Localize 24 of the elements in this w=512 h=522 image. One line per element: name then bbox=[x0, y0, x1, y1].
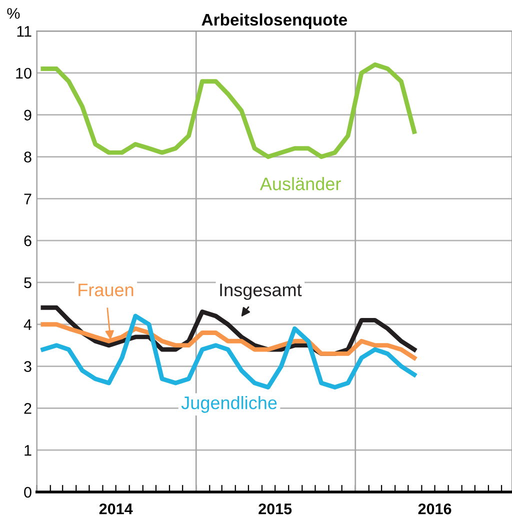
line-series bbox=[40, 314, 416, 390]
y-tick-label: 11 bbox=[17, 26, 32, 37]
chart-title: Arbeitslosenquote bbox=[202, 13, 348, 29]
line-series bbox=[40, 62, 416, 159]
series-label: Insgesamt bbox=[220, 284, 302, 300]
y-tick-label: 9 bbox=[24, 110, 32, 121]
y-axis-title: % bbox=[7, 8, 20, 19]
y-tick-label: 1 bbox=[24, 445, 32, 456]
y-tick-label: 6 bbox=[24, 235, 32, 246]
x-tick-label: 2016 bbox=[418, 504, 452, 514]
series-label: Ausländer bbox=[260, 177, 341, 190]
series-label: Frauen bbox=[78, 284, 134, 296]
x-tick-label: 2015 bbox=[258, 504, 292, 514]
y-tick-label: 4 bbox=[24, 319, 32, 330]
y-tick-label: 0 bbox=[24, 486, 32, 498]
y-tick-label: 2 bbox=[24, 403, 32, 414]
y-tick-label: 7 bbox=[24, 194, 32, 204]
x-tick-label: 2014 bbox=[99, 504, 133, 514]
series-label: Jugendliche bbox=[181, 396, 277, 413]
y-tick-label: 10 bbox=[16, 68, 32, 79]
line-series bbox=[40, 322, 416, 360]
y-tick-label: 3 bbox=[24, 361, 32, 372]
y-tick-label: 8 bbox=[24, 152, 32, 162]
y-tick-label: 5 bbox=[24, 278, 32, 288]
